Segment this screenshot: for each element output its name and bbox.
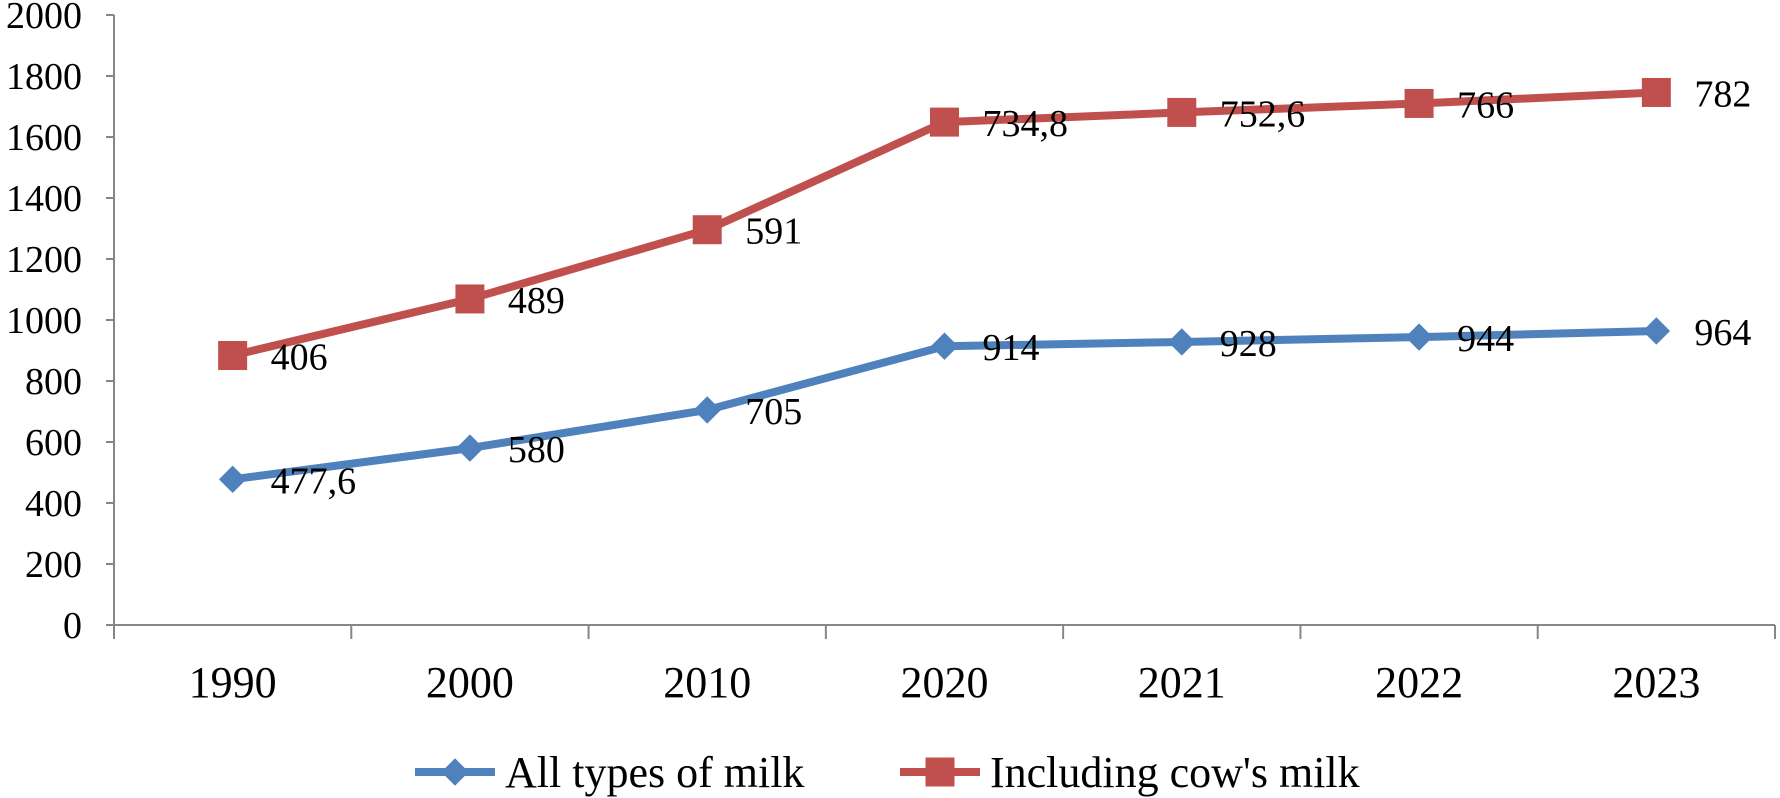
series-layer: 477,6 580 705 914 928 944 964 406 489 591 734,8 752…: [218, 73, 1751, 502]
data-label: 477,6: [271, 460, 357, 502]
y-tick-label: 400: [25, 483, 82, 525]
x-tick-label: 2022: [1375, 658, 1463, 707]
y-tick-label: 1800: [6, 56, 82, 98]
legend-item-0: All types of milk: [415, 748, 804, 797]
data-point: [692, 215, 722, 245]
data-point: [1167, 97, 1197, 127]
y-tick-label: 0: [63, 605, 82, 647]
data-label: 406: [271, 337, 328, 379]
legend-label: Including cow's milk: [990, 748, 1360, 797]
data-label: 705: [745, 391, 802, 433]
x-tick-label: 2021: [1138, 658, 1226, 707]
y-tick-label: 1000: [6, 300, 82, 342]
data-point: [218, 465, 247, 494]
y-tick-label: 1600: [6, 117, 82, 159]
y-tick-label: 800: [25, 361, 82, 403]
y-tick-label: 600: [25, 422, 82, 464]
x-tick-label: 2020: [901, 658, 989, 707]
data-point: [455, 284, 485, 314]
x-tick-label: 2010: [663, 658, 751, 707]
x-tick-label: 2000: [426, 658, 514, 707]
y-tick-label: 2000: [6, 0, 82, 37]
legend-item-1: Including cow's milk: [900, 748, 1360, 797]
data-label: 752,6: [1220, 93, 1306, 135]
data-point: [693, 396, 721, 424]
data-label: 944: [1457, 318, 1514, 360]
legend-square-marker: [925, 757, 955, 787]
data-point: [930, 332, 959, 360]
legend-label: All types of milk: [505, 748, 804, 797]
data-label: 914: [983, 327, 1040, 369]
data-label: 964: [1694, 312, 1751, 354]
legend-diamond-marker: [441, 758, 469, 786]
data-point: [1404, 88, 1434, 118]
data-label: 928: [1220, 323, 1277, 365]
series-0: 477,6 580 705 914 928 944 964: [218, 312, 1751, 502]
x-tick-label: 1990: [189, 658, 277, 707]
data-label: 766: [1457, 84, 1514, 126]
series-1: 406 489 591 734,8 752,6 766 782: [218, 73, 1751, 379]
data-label: 782: [1694, 73, 1751, 115]
axes: 0 200 400 600 800 1000 1200 1400 1600 1800 2000 199…: [6, 0, 1776, 707]
legend: All types of milk Including cow's milk: [415, 748, 1360, 797]
data-label: 591: [745, 211, 802, 253]
data-point: [1168, 328, 1196, 356]
y-tick-label: 1200: [6, 239, 82, 281]
data-point: [930, 107, 959, 137]
data-point: [1641, 77, 1671, 107]
data-point: [218, 341, 248, 371]
y-tick-label: 1400: [6, 178, 82, 220]
x-tick-label: 2023: [1612, 658, 1700, 707]
data-point: [1642, 317, 1671, 345]
data-point: [456, 434, 484, 462]
data-label: 734,8: [983, 103, 1069, 145]
y-tick-label: 200: [25, 544, 82, 586]
data-label: 489: [508, 280, 565, 322]
data-label: 580: [508, 429, 565, 471]
data-point: [1405, 323, 1433, 351]
